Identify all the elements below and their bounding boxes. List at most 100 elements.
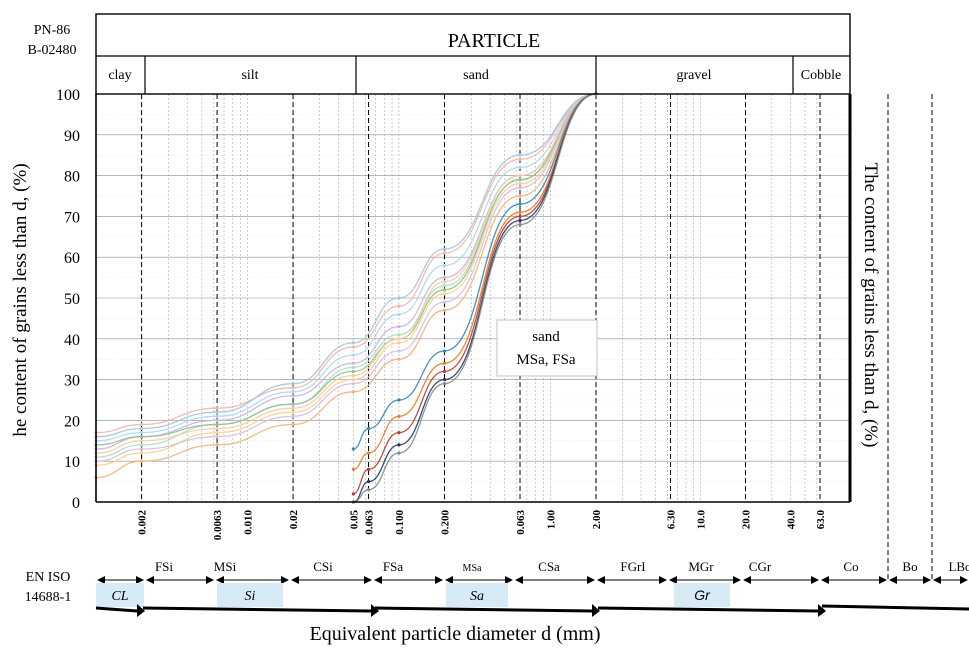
header-title: PARTICLE	[448, 30, 541, 52]
data-point	[291, 406, 295, 410]
data-point	[139, 439, 144, 443]
data-point	[139, 447, 144, 451]
data-point	[518, 182, 522, 186]
iso-group-arrow	[374, 606, 593, 613]
x-tick-label: 2.00	[591, 510, 603, 530]
x-tick-label: 0.0063	[212, 510, 224, 541]
iso-arrowhead	[137, 604, 145, 617]
iso-group-label: Si	[245, 589, 256, 604]
iso-subfraction-label: MGr	[688, 559, 714, 574]
data-point	[442, 263, 447, 267]
standard-label-line1: PN-86	[34, 23, 71, 38]
data-point	[291, 414, 295, 418]
x-tick-label: 0.002	[137, 510, 149, 535]
x-tick-labels: 0.002 0.0063 0.010 0.02 0.05 0.063 0.100 0.200 0…	[137, 510, 827, 541]
data-point	[215, 414, 219, 418]
data-point	[351, 341, 355, 345]
iso-group-box	[96, 583, 144, 607]
iso-subfraction-label: CSi	[313, 559, 333, 574]
callout-line2: MSa, FSa	[516, 352, 576, 368]
data-point	[291, 382, 295, 386]
x-tick-label: 0.100	[394, 510, 406, 535]
data-point	[518, 194, 522, 198]
data-point	[139, 435, 144, 439]
data-point	[291, 422, 295, 427]
series-line	[95, 93, 597, 466]
y-tick-label: 40	[64, 332, 80, 349]
series-line	[95, 93, 597, 438]
fraction-sand: sand	[463, 68, 489, 83]
iso-subfraction-label: MSi	[214, 559, 237, 574]
callout-box	[496, 319, 598, 377]
data-point	[442, 369, 447, 374]
data-point	[518, 186, 522, 190]
series-line	[95, 93, 597, 454]
y-tick-label: 20	[64, 413, 80, 430]
data-point	[215, 406, 219, 410]
x-tick-label: 0.05	[348, 510, 360, 530]
data-point	[139, 443, 144, 447]
data-point	[442, 288, 447, 292]
x-tick-label: 63.0	[815, 510, 827, 530]
data-point	[397, 324, 401, 329]
data-point	[366, 488, 371, 492]
callout-line1: sand	[532, 329, 560, 345]
data-point	[442, 251, 447, 255]
iso-subfraction-label: MSa	[463, 563, 482, 574]
iso-subfraction-label: Co	[843, 559, 858, 574]
data-point	[397, 337, 401, 341]
series-line	[95, 93, 597, 458]
iso-subfraction-label: FGrI	[620, 559, 645, 574]
data-point	[351, 369, 355, 374]
data-point	[518, 202, 522, 206]
iso-group-arrow	[597, 606, 819, 613]
data-point	[397, 443, 401, 447]
x-tick-label: 10.0	[696, 510, 708, 530]
data-point	[215, 418, 219, 422]
fraction-clay: clay	[108, 68, 131, 83]
data-point	[397, 349, 401, 353]
y-tick-label: 10	[64, 454, 80, 471]
data-point	[397, 431, 401, 435]
x-tick-label: 20.0	[741, 510, 753, 530]
data-point	[215, 422, 219, 427]
data-point	[139, 431, 144, 435]
data-point	[351, 361, 355, 365]
y-tick-label: 100	[56, 87, 80, 104]
data-point	[397, 312, 401, 316]
fraction-cells: clay silt sand gravel Cobble	[108, 56, 841, 94]
iso-classification-band: FSi MSi CSi FSa MSa CSa FGrI MGr CGr Co Bo LBo CL Si S…	[95, 559, 969, 617]
iso-subfraction-label: Bo	[902, 559, 917, 574]
iso-subfraction-label: LBo	[948, 559, 969, 574]
data-point	[139, 426, 144, 431]
iso-group-arrow	[95, 606, 138, 613]
data-point	[351, 378, 355, 382]
data-point	[442, 300, 447, 304]
iso-arrowhead	[818, 604, 826, 617]
data-point	[215, 410, 219, 414]
fraction-gravel: gravel	[677, 68, 712, 83]
y-tick-label: 70	[64, 209, 80, 226]
data-point	[397, 414, 401, 418]
data-point	[518, 157, 522, 161]
iso-group-arrow	[821, 604, 969, 611]
data-point	[215, 426, 219, 431]
x-tick-label: 1.00	[545, 510, 557, 530]
data-point	[518, 153, 522, 157]
data-point	[215, 435, 219, 439]
data-point	[442, 247, 447, 251]
data-point	[518, 218, 522, 223]
x-tick-label: 0.010	[243, 510, 255, 535]
header-table	[95, 13, 851, 95]
iso-group-box	[674, 583, 730, 607]
data-point	[291, 402, 295, 406]
data-point	[518, 174, 522, 178]
data-point	[442, 308, 447, 312]
iso-subfraction-label: CGr	[749, 559, 772, 574]
y-tick-label: 0	[72, 495, 80, 512]
series-line	[95, 93, 597, 446]
x-tick-label: 0.200	[440, 510, 452, 535]
y-tick-label: 50	[64, 291, 80, 308]
data-point	[518, 222, 522, 227]
